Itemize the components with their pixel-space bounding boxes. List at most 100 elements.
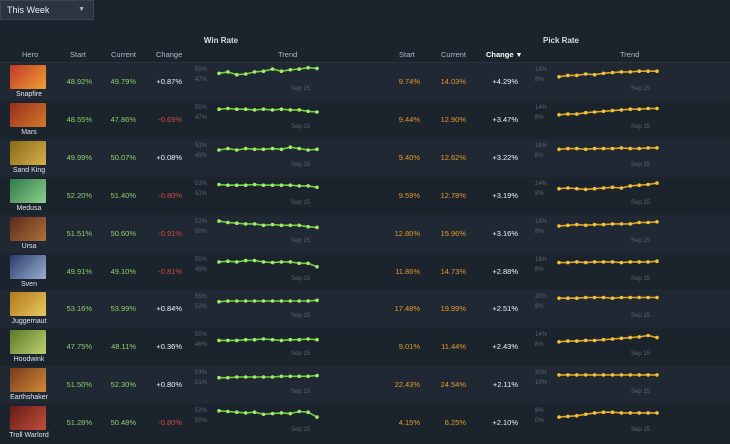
hero-row[interactable]: Medusa 52.20% 51.40% -0.80% 9.59% 12.78% +3.19… [0, 177, 730, 215]
hero-name[interactable]: Mars [21, 128, 37, 136]
hero-column-header[interactable]: Hero [22, 50, 39, 59]
trend-point[interactable] [261, 223, 266, 227]
win-rate-trend-chart[interactable]: 50% 49% Sep 15 [193, 253, 328, 291]
trend-point[interactable] [637, 220, 641, 224]
hero-name[interactable]: Juggernaut [11, 318, 47, 326]
trend-point[interactable] [279, 411, 284, 415]
trend-point[interactable] [628, 107, 633, 111]
trend-point[interactable] [252, 70, 257, 74]
trend-point[interactable] [619, 221, 624, 226]
trend-point[interactable] [557, 296, 561, 301]
hero-name[interactable]: Hoodwink [13, 356, 45, 364]
hero-name[interactable]: Sven [21, 280, 37, 288]
trend-point[interactable] [261, 107, 266, 111]
hero-name[interactable]: Snapfire [15, 91, 43, 98]
trend-point[interactable] [619, 411, 624, 415]
trend-point[interactable] [235, 375, 239, 379]
trend-point[interactable] [619, 336, 624, 341]
hero-row[interactable]: Juggernaut 53.16% 53.99% +0.84% 17.48% 19.99%… [0, 290, 730, 329]
trend-point[interactable] [610, 146, 615, 151]
hero-row[interactable]: Hoodwink 47.75% 48.11% +0.36% 9.01% 11.44% +2.… [0, 328, 730, 366]
trend-point[interactable] [646, 220, 650, 224]
trend-point[interactable] [226, 220, 230, 224]
trend-point[interactable] [252, 375, 257, 379]
trend-point[interactable] [217, 376, 221, 380]
trend-point[interactable] [566, 260, 570, 264]
trend-point[interactable] [315, 66, 319, 71]
hero-row[interactable]: Earthshaker 51.50% 52.30% +0.80% 22.43% 24.54… [0, 366, 730, 405]
hero-portrait[interactable] [10, 330, 46, 355]
trend-point[interactable] [315, 338, 319, 342]
hero-portrait[interactable] [10, 292, 46, 317]
trend-point[interactable] [226, 183, 230, 187]
trend-point[interactable] [243, 375, 248, 379]
trend-point[interactable] [288, 374, 293, 379]
trend-point[interactable] [583, 187, 588, 191]
pick-rate-trend-chart[interactable]: 14% 8% Sep 15 [533, 177, 668, 215]
win-rate-trend-chart[interactable]: 50% 46% Sep 15 [193, 328, 328, 366]
hero-row[interactable]: Sven 49.91% 49.10% -0.81% 11.86% 14.73% +2.88%… [0, 253, 730, 291]
trend-point[interactable] [306, 109, 310, 113]
trend-point[interactable] [306, 183, 310, 188]
hero-name[interactable]: Medusa [16, 204, 42, 212]
trend-point[interactable] [646, 145, 650, 150]
hero-portrait[interactable] [10, 216, 46, 241]
trend-point[interactable] [315, 110, 319, 114]
trend-point[interactable] [601, 338, 606, 342]
trend-point[interactable] [610, 70, 615, 75]
trend-point[interactable] [288, 259, 293, 264]
trend-point[interactable] [592, 338, 597, 343]
trend-point[interactable] [235, 147, 239, 152]
trend-point[interactable] [610, 221, 615, 226]
trend-point[interactable] [297, 338, 301, 342]
trend-point[interactable] [583, 223, 588, 227]
trend-point[interactable] [315, 373, 319, 378]
trend-point[interactable] [279, 147, 284, 151]
trend-point[interactable] [270, 411, 275, 416]
trend-point[interactable] [601, 71, 606, 76]
trend-point[interactable] [252, 221, 257, 226]
trend-point[interactable] [655, 145, 659, 150]
win-rate-trend-chart[interactable]: 50% 47% Sep 15 [193, 63, 328, 101]
trend-point[interactable] [655, 219, 659, 224]
trend-point[interactable] [261, 69, 266, 73]
trend-point[interactable] [628, 183, 633, 188]
trend-point[interactable] [610, 410, 615, 415]
trend-point[interactable] [315, 298, 319, 303]
trend-point[interactable] [270, 67, 275, 71]
trend-point[interactable] [243, 411, 248, 415]
trend-point[interactable] [628, 411, 633, 415]
trend-point[interactable] [279, 259, 284, 264]
pr-current-column-header[interactable]: Current [441, 50, 467, 59]
trend-point[interactable] [315, 415, 319, 419]
trend-point[interactable] [306, 410, 310, 415]
trend-point[interactable] [261, 259, 266, 264]
trend-point[interactable] [252, 182, 257, 186]
trend-point[interactable] [557, 147, 561, 151]
trend-point[interactable] [557, 223, 561, 228]
trend-point[interactable] [637, 259, 641, 264]
trend-point[interactable] [557, 260, 561, 264]
wr-start-column-header[interactable]: Start [70, 50, 86, 59]
trend-point[interactable] [566, 112, 570, 116]
trend-point[interactable] [297, 223, 301, 227]
trend-point[interactable] [637, 146, 641, 151]
hero-row[interactable]: Snapfire 48.92% 49.79% +0.87% 9.74% 14.03% +4.… [0, 63, 730, 101]
hero-row[interactable]: Mars 48.55% 47.86% -0.69% 9.44% 12.90% +3.47% 5… [0, 101, 730, 139]
trend-point[interactable] [217, 259, 221, 264]
trend-point[interactable] [646, 259, 650, 264]
trend-point[interactable] [566, 223, 570, 227]
trend-point[interactable] [575, 186, 579, 191]
pr-start-column-header[interactable]: Start [399, 50, 415, 59]
trend-point[interactable] [583, 110, 588, 115]
trend-point[interactable] [297, 261, 301, 265]
trend-point[interactable] [583, 373, 588, 377]
trend-point[interactable] [252, 299, 257, 304]
trend-point[interactable] [628, 146, 633, 151]
trend-point[interactable] [601, 146, 606, 151]
trend-point[interactable] [243, 146, 248, 151]
trend-point[interactable] [610, 108, 615, 113]
trend-point[interactable] [557, 186, 561, 191]
trend-point[interactable] [637, 296, 641, 300]
hero-portrait[interactable] [10, 368, 46, 393]
